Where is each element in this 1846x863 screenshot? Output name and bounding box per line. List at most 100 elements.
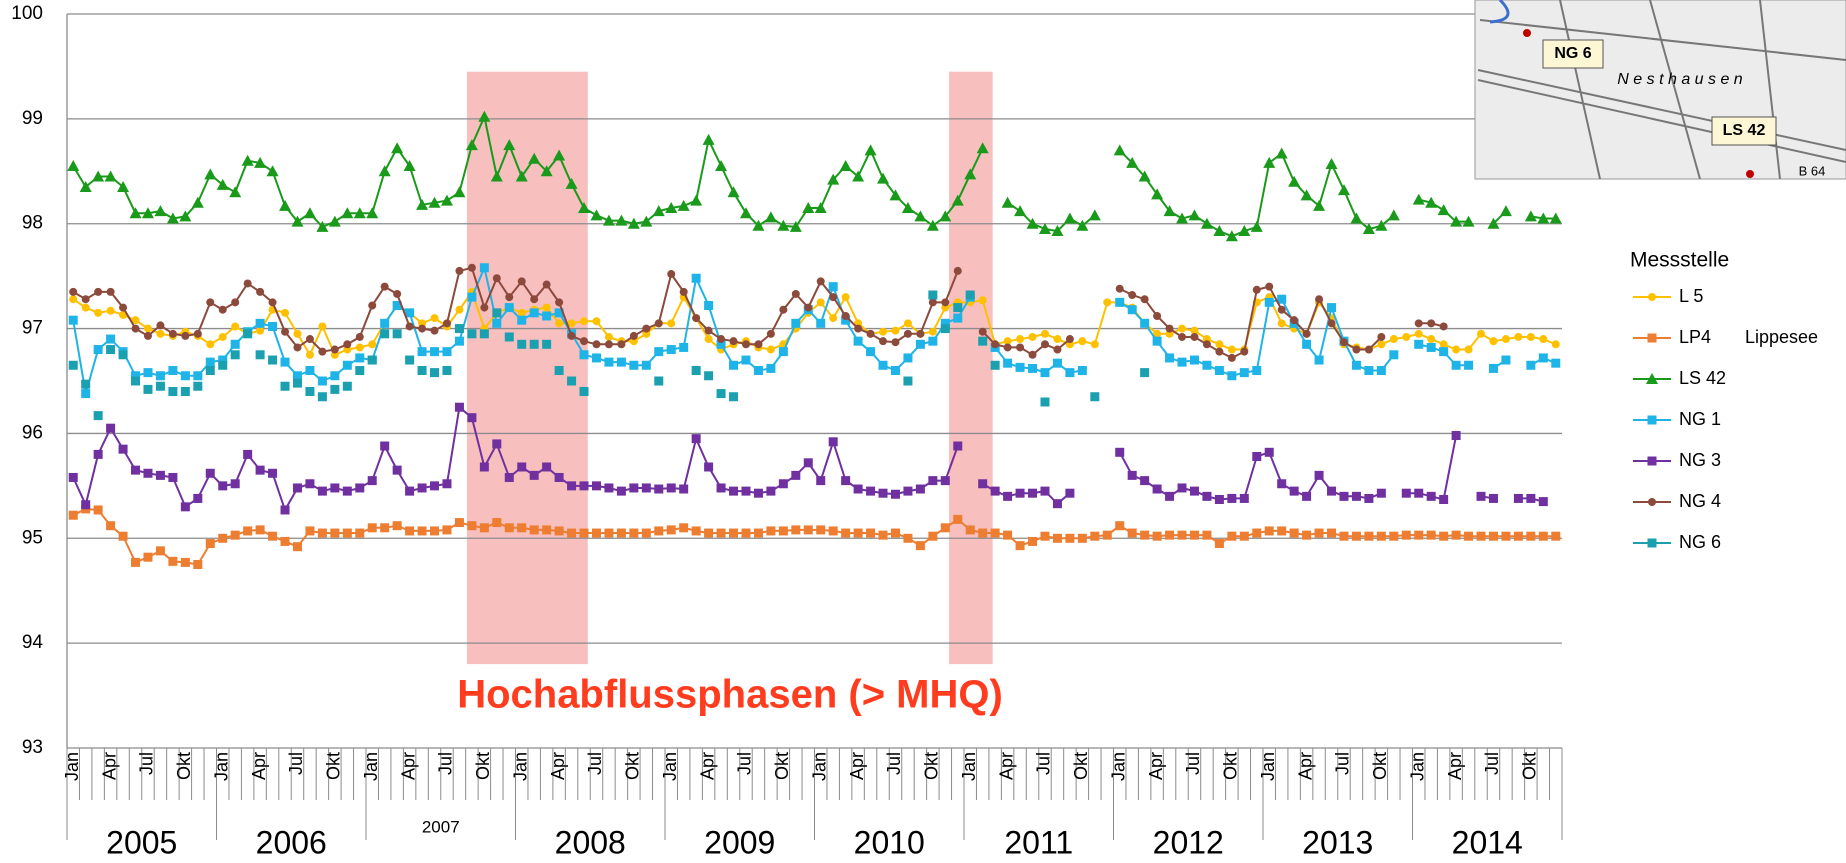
- marker: [304, 207, 316, 218]
- marker: [1002, 197, 1014, 208]
- marker: [829, 282, 838, 291]
- marker: [107, 288, 115, 296]
- marker: [1240, 368, 1249, 377]
- marker: [1066, 335, 1074, 343]
- marker: [1003, 359, 1012, 368]
- marker: [81, 380, 90, 389]
- marker: [330, 529, 339, 538]
- marker: [1091, 340, 1099, 348]
- marker: [767, 330, 775, 338]
- marker: [1464, 532, 1473, 541]
- marker: [1040, 397, 1049, 406]
- marker: [1489, 494, 1498, 503]
- marker: [406, 322, 414, 330]
- marker: [567, 377, 576, 386]
- marker: [1016, 335, 1024, 343]
- marker: [1039, 223, 1051, 234]
- marker: [580, 350, 589, 359]
- marker: [729, 361, 738, 370]
- marker: [156, 382, 165, 391]
- marker: [480, 523, 489, 532]
- marker: [193, 494, 202, 503]
- marker: [219, 306, 227, 314]
- marker: [1514, 494, 1523, 503]
- marker: [356, 343, 364, 351]
- marker: [879, 361, 888, 370]
- marker: [629, 483, 638, 492]
- year-label: 2013: [1302, 824, 1373, 860]
- annotation: Hochabflussphasen (> MHQ): [457, 673, 1003, 717]
- marker: [1327, 529, 1336, 538]
- marker: [505, 332, 514, 341]
- y-tick-label: 96: [22, 422, 43, 443]
- marker: [1213, 225, 1225, 236]
- marker: [1290, 316, 1298, 324]
- marker: [81, 500, 90, 509]
- marker: [580, 529, 589, 538]
- marker: [1452, 431, 1461, 440]
- marker: [729, 487, 738, 496]
- marker: [1190, 531, 1199, 540]
- x-tick-label: Apr: [249, 752, 269, 780]
- year-label: 2010: [854, 824, 925, 860]
- marker: [1364, 532, 1373, 541]
- marker: [368, 340, 376, 348]
- marker: [817, 298, 825, 306]
- marker: [154, 205, 166, 216]
- marker: [431, 314, 439, 322]
- y-tick-label: 97: [22, 318, 43, 339]
- marker: [1128, 291, 1136, 299]
- marker: [1040, 487, 1049, 496]
- marker: [1003, 531, 1012, 540]
- marker: [1526, 532, 1535, 541]
- marker: [1153, 337, 1162, 346]
- marker: [1115, 521, 1124, 530]
- marker: [667, 483, 676, 492]
- marker: [1427, 531, 1436, 540]
- marker: [654, 377, 663, 386]
- marker: [1140, 476, 1149, 485]
- marker: [555, 298, 563, 306]
- marker: [318, 377, 327, 386]
- map-label: LS 42: [1723, 122, 1766, 139]
- marker: [231, 322, 239, 330]
- x-tick-label: Jan: [1407, 752, 1427, 781]
- marker: [206, 539, 215, 548]
- x-tick-label: Apr: [1146, 752, 1166, 780]
- marker: [791, 525, 800, 534]
- marker: [1539, 532, 1548, 541]
- marker: [592, 529, 601, 538]
- marker: [256, 350, 265, 359]
- legend-label: NG 4: [1679, 491, 1721, 511]
- marker: [779, 306, 787, 314]
- marker: [991, 340, 999, 348]
- marker: [1265, 283, 1273, 291]
- marker: [455, 324, 464, 333]
- marker: [492, 518, 501, 527]
- marker: [1114, 144, 1126, 155]
- marker: [132, 325, 140, 333]
- marker: [929, 298, 937, 306]
- legend-marker: [1648, 334, 1657, 343]
- x-tick-label: Okt: [324, 752, 344, 780]
- marker: [204, 168, 216, 179]
- marker: [1389, 532, 1398, 541]
- marker: [1165, 353, 1174, 362]
- marker: [169, 330, 177, 338]
- marker: [380, 523, 389, 532]
- marker: [1253, 286, 1261, 294]
- marker: [630, 332, 638, 340]
- marker: [791, 319, 800, 328]
- marker: [1477, 532, 1486, 541]
- marker: [119, 532, 128, 541]
- marker: [1065, 368, 1074, 377]
- marker: [368, 356, 377, 365]
- y-tick-label: 94: [22, 632, 44, 653]
- marker: [953, 442, 962, 451]
- series: [69, 403, 1548, 515]
- map-point: [1523, 29, 1531, 37]
- marker: [1053, 346, 1061, 354]
- marker: [306, 351, 314, 359]
- marker: [1551, 532, 1560, 541]
- marker: [1365, 346, 1373, 354]
